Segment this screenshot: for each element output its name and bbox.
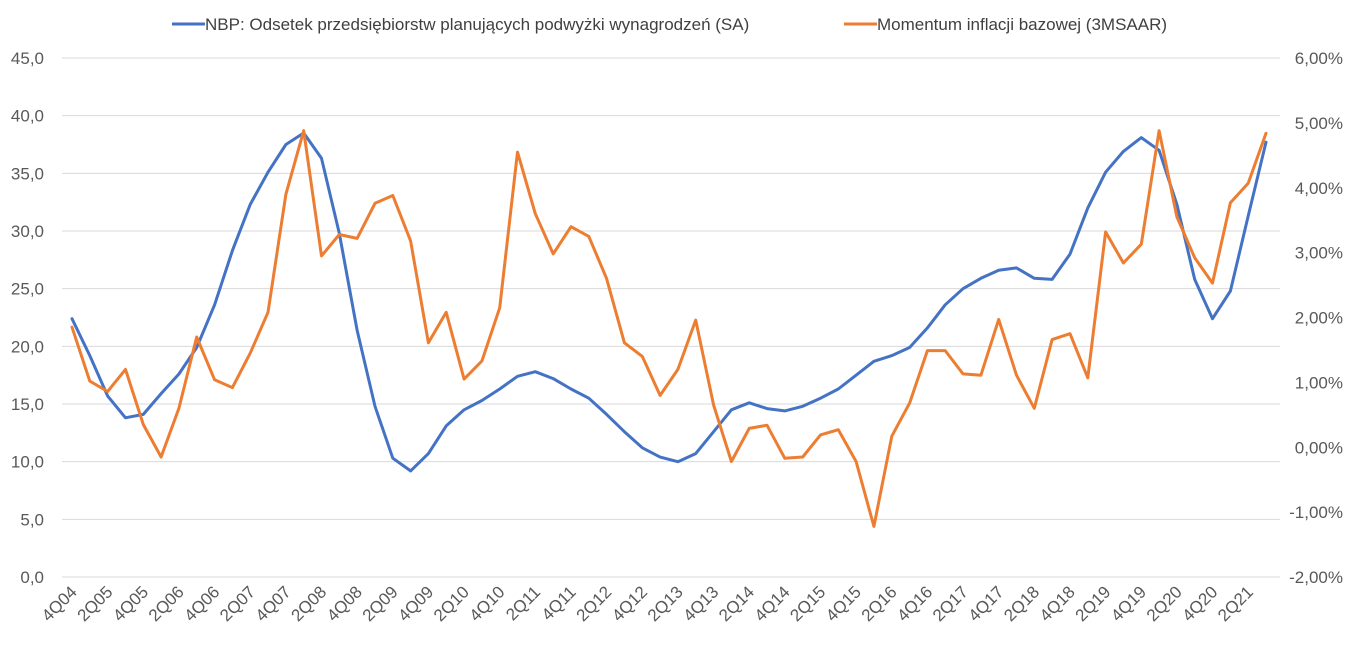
x-tick-label: 4Q05 xyxy=(109,582,152,625)
x-tick-label: 4Q20 xyxy=(1179,582,1222,625)
x-tick-label: 2Q15 xyxy=(786,582,829,625)
x-tick-label: 2Q17 xyxy=(929,582,972,625)
y-right-tick-label: 3,00% xyxy=(1295,244,1343,263)
x-tick-label: 4Q18 xyxy=(1036,582,1079,625)
y-right-tick-label: -2,00% xyxy=(1289,568,1343,587)
x-tick-label: 2Q06 xyxy=(145,582,188,625)
x-tick-label: 2Q20 xyxy=(1143,582,1186,625)
x-tick-label: 4Q09 xyxy=(394,582,437,625)
legend-label-momentum: Momentum inflacji bazowej (3MSAAR) xyxy=(877,15,1167,34)
y-left-tick-label: 0,0 xyxy=(20,568,44,587)
x-axis: 4Q042Q054Q052Q064Q062Q074Q072Q084Q082Q09… xyxy=(38,582,1257,625)
x-tick-label: 4Q08 xyxy=(323,582,366,625)
x-tick-label: 4Q14 xyxy=(751,582,794,625)
y-left-tick-label: 40,0 xyxy=(11,107,44,126)
x-tick-label: 2Q14 xyxy=(715,582,758,625)
x-tick-label: 2Q13 xyxy=(644,582,687,625)
x-tick-label: 4Q12 xyxy=(608,582,651,625)
series-line-momentum xyxy=(70,129,1268,528)
y-right-tick-label: 1,00% xyxy=(1295,373,1343,392)
y-left-tick-label: 5,0 xyxy=(20,510,44,529)
x-tick-label: 2Q21 xyxy=(1214,582,1257,625)
x-tick-label: 2Q05 xyxy=(74,582,117,625)
y-right-tick-label: 2,00% xyxy=(1295,309,1343,328)
legend: NBP: Odsetek przedsiębiorstw planujących… xyxy=(172,15,1167,34)
y-right-tick-label: -1,00% xyxy=(1289,503,1343,522)
x-tick-label: 4Q10 xyxy=(466,582,509,625)
x-tick-label: 2Q12 xyxy=(573,582,616,625)
y-left-tick-label: 10,0 xyxy=(11,453,44,472)
y-left-tick-label: 45,0 xyxy=(11,49,44,68)
x-tick-label: 2Q19 xyxy=(1072,582,1115,625)
gridlines xyxy=(62,57,1280,578)
x-tick-label: 4Q19 xyxy=(1107,582,1150,625)
series-line-nbp xyxy=(70,131,1268,473)
x-tick-label: 4Q06 xyxy=(181,582,224,625)
y-left-tick-label: 15,0 xyxy=(11,395,44,414)
x-tick-label: 2Q09 xyxy=(359,582,402,625)
x-tick-label: 2Q18 xyxy=(1000,582,1043,625)
y-left-tick-label: 20,0 xyxy=(11,337,44,356)
x-tick-label: 2Q10 xyxy=(430,582,473,625)
y-axis-left: 0,0 5,0 10,0 15,0 20,0 25,0 30,0 35,0 40,0 45,0 xyxy=(11,49,44,587)
y-right-tick-label: 0,00% xyxy=(1295,438,1343,457)
x-tick-label: 4Q15 xyxy=(822,582,865,625)
x-tick-label: 4Q11 xyxy=(538,582,580,624)
x-tick-label: 4Q07 xyxy=(252,582,295,625)
x-tick-label: 2Q16 xyxy=(858,582,901,625)
x-tick-label: 2Q11 xyxy=(502,582,544,624)
y-right-tick-label: 4,00% xyxy=(1295,179,1343,198)
y-left-tick-label: 30,0 xyxy=(11,222,44,241)
y-left-tick-label: 35,0 xyxy=(11,164,44,183)
x-tick-label: 4Q17 xyxy=(965,582,1008,625)
x-tick-label: 2Q07 xyxy=(216,582,259,625)
legend-label-nbp: NBP: Odsetek przedsiębiorstw planujących… xyxy=(205,15,749,34)
series-lines xyxy=(70,129,1268,528)
y-left-tick-label: 25,0 xyxy=(11,280,44,299)
x-tick-label: 4Q13 xyxy=(680,582,723,625)
y-axis-right: -2,00% -1,00% 0,00% 1,00% 2,00% 3,00% 4,00% 5,0… xyxy=(1289,49,1343,587)
y-right-tick-label: 5,00% xyxy=(1295,114,1343,133)
x-tick-label: 2Q08 xyxy=(287,582,330,625)
x-tick-label: 4Q04 xyxy=(38,582,81,625)
y-right-tick-label: 6,00% xyxy=(1295,49,1343,68)
x-tick-label: 4Q16 xyxy=(893,582,936,625)
